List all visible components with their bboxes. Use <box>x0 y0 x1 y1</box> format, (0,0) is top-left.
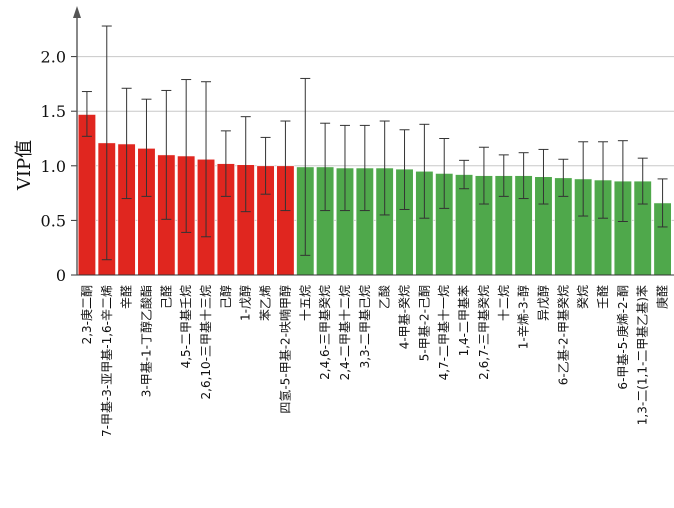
category-label: 己醇 <box>218 285 233 309</box>
y-axis-title: VIP值 <box>14 140 35 191</box>
category-label: 异戊醇 <box>535 285 550 321</box>
category-label: 乙酸 <box>377 285 392 309</box>
category-label: 己醛 <box>158 285 173 309</box>
category-label: 2,4-二甲基十二烷 <box>338 285 352 380</box>
category-label: 3,3-二甲基己烷 <box>358 285 372 368</box>
category-label: 癸烷 <box>576 285 590 309</box>
category-label: 6-乙基-2-甲基癸烷 <box>556 285 570 385</box>
category-label: 十二烷 <box>497 285 511 321</box>
category-label: 3-甲基-1-丁醇乙酸酯 <box>138 285 153 397</box>
y-tick-label: 0.5 <box>41 211 66 230</box>
category-labels: 2,3-庚二酮 7-甲基-3-亚甲基-1,6-辛二烯 辛醛 3-甲基-1-丁醇乙酸酯己… <box>79 285 670 437</box>
category-label: 4,5-二甲基壬烷 <box>179 285 193 368</box>
category-label: 2,6,7-三甲基癸烷 <box>477 285 491 380</box>
category-label: 4-甲基-癸烷 <box>398 285 412 349</box>
y-tick-label: 1.0 <box>41 157 66 176</box>
category-label: 1-戊醇 <box>238 285 253 321</box>
category-label: 四氢-5-甲基-2-呋喃甲醇 <box>277 285 292 414</box>
y-axis-arrow <box>73 6 81 18</box>
category-label: 6-甲基-5-庚烯-2-酮 <box>615 285 630 390</box>
category-label: 庚醛 <box>655 285 670 309</box>
category-label: 4,7-二甲基十一烷 <box>437 285 451 380</box>
y-tick-label: 1.5 <box>41 102 66 121</box>
y-tick-label: 0 <box>56 266 66 285</box>
category-label: 苯乙烯 <box>259 285 273 321</box>
category-label: 1,3-二(1,1-二甲基乙基)苯 <box>636 285 650 425</box>
axes: 0 0.5 1.0 1.5 2.0 <box>41 6 674 285</box>
category-label: 1,4-二甲基苯 <box>457 285 471 356</box>
bar <box>77 114 96 276</box>
category-label: 7-甲基-3-亚甲基-1,6-辛二烯 <box>100 285 114 437</box>
y-tick-label: 2.0 <box>41 48 66 67</box>
category-label: 十五烷 <box>298 285 312 321</box>
category-label: 5-甲基-2-己酮 <box>417 285 431 361</box>
bar <box>455 174 474 276</box>
bars <box>77 114 672 276</box>
category-label: 2,4,6-三甲基癸烷 <box>318 285 332 380</box>
category-label: 辛醛 <box>119 285 134 309</box>
category-label: 2,3-庚二酮 <box>79 285 94 344</box>
category-label: 2,6,10-三甲基十三烷 <box>199 285 213 400</box>
error-bars <box>81 25 668 261</box>
category-label: 壬醛 <box>595 285 610 309</box>
category-label: 1-辛烯-3-醇 <box>516 285 531 349</box>
